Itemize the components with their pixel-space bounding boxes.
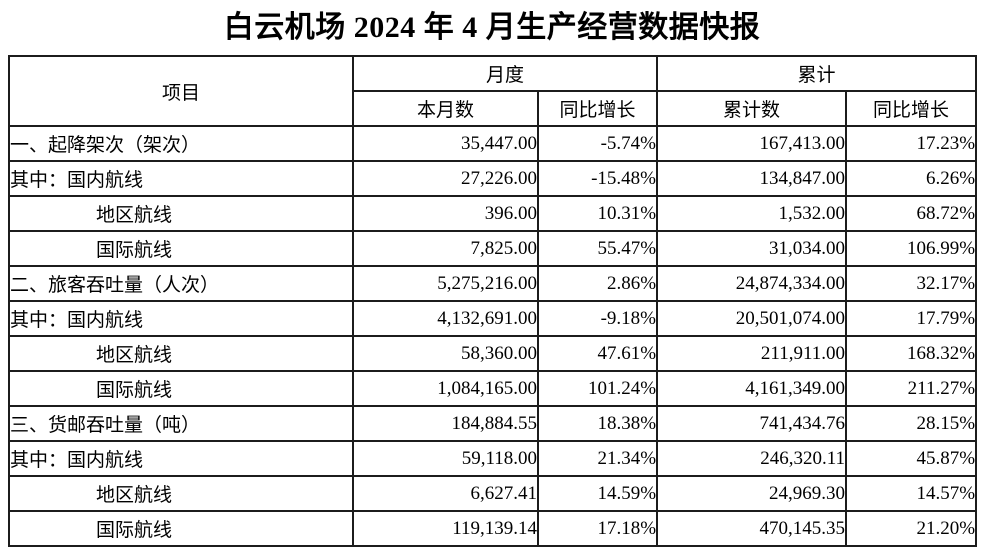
header-monthly-yoy: 同比增长 (536, 90, 659, 127)
monthly-yoy-cell: 47.61% (536, 335, 659, 372)
item-cell: 国际航线 (8, 370, 354, 407)
cumulative-yoy-cell: 6.26% (845, 160, 978, 197)
table-row: 三、货邮吞吐量（吨） 184,884.55 18.38% 741,434.76 … (8, 405, 978, 442)
header-monthly-value: 本月数 (352, 90, 539, 127)
cumulative-yoy-cell: 106.99% (845, 230, 978, 267)
cumulative-value-cell: 24,969.30 (656, 475, 848, 512)
monthly-value-cell: 1,084,165.00 (352, 370, 539, 407)
monthly-yoy-cell: 21.34% (536, 440, 659, 477)
item-cell: 一、起降架次（架次） (8, 125, 354, 162)
monthly-value-cell: 7,825.00 (352, 230, 539, 267)
table-row: 其中：国内航线 4,132,691.00 -9.18% 20,501,074.0… (8, 300, 978, 337)
cumulative-yoy-cell: 32.17% (845, 265, 978, 302)
cumulative-yoy-cell: 45.87% (845, 440, 978, 477)
cumulative-value-cell: 24,874,334.00 (656, 265, 848, 302)
monthly-value-cell: 58,360.00 (352, 335, 539, 372)
cumulative-yoy-cell: 28.15% (845, 405, 978, 442)
report-table: 项目 月度 累计 本月数 同比增长 累计数 同比增长 一、起降架次（架次） 35… (8, 55, 978, 547)
monthly-value-cell: 59,118.00 (352, 440, 539, 477)
cumulative-yoy-cell: 168.32% (845, 335, 978, 372)
cumulative-value-cell: 1,532.00 (656, 195, 848, 232)
monthly-value-cell: 5,275,216.00 (352, 265, 539, 302)
cumulative-yoy-cell: 17.23% (845, 125, 978, 162)
monthly-yoy-cell: 55.47% (536, 230, 659, 267)
monthly-value-cell: 27,226.00 (352, 160, 539, 197)
cumulative-value-cell: 4,161,349.00 (656, 370, 848, 407)
item-cell: 三、货邮吞吐量（吨） (8, 405, 354, 442)
cumulative-value-cell: 470,145.35 (656, 510, 848, 547)
monthly-yoy-cell: 14.59% (536, 475, 659, 512)
cumulative-value-cell: 246,320.11 (656, 440, 848, 477)
table-row: 国际航线 7,825.00 55.47% 31,034.00 106.99% (8, 230, 978, 267)
monthly-yoy-cell: 10.31% (536, 195, 659, 232)
table-row: 地区航线 6,627.41 14.59% 24,969.30 14.57% (8, 475, 978, 512)
table-row: 国际航线 119,139.14 17.18% 470,145.35 21.20% (8, 510, 978, 547)
table-row: 地区航线 396.00 10.31% 1,532.00 68.72% (8, 195, 978, 232)
item-cell: 地区航线 (8, 475, 354, 512)
monthly-yoy-cell: 2.86% (536, 265, 659, 302)
table-row: 一、起降架次（架次） 35,447.00 -5.74% 167,413.00 1… (8, 125, 978, 162)
table-row: 国际航线 1,084,165.00 101.24% 4,161,349.00 2… (8, 370, 978, 407)
item-cell: 地区航线 (8, 195, 354, 232)
cumulative-value-cell: 20,501,074.00 (656, 300, 848, 337)
cumulative-value-cell: 134,847.00 (656, 160, 848, 197)
monthly-yoy-cell: -9.18% (536, 300, 659, 337)
header-item: 项目 (8, 55, 354, 127)
item-cell: 二、旅客吞吐量（人次） (8, 265, 354, 302)
cumulative-value-cell: 741,434.76 (656, 405, 848, 442)
item-cell: 其中：国内航线 (8, 440, 354, 477)
item-cell: 其中：国内航线 (8, 300, 354, 337)
table-row: 其中：国内航线 27,226.00 -15.48% 134,847.00 6.2… (8, 160, 978, 197)
monthly-value-cell: 396.00 (352, 195, 539, 232)
cumulative-value-cell: 211,911.00 (656, 335, 848, 372)
header-cumulative-value: 累计数 (656, 90, 848, 127)
cumulative-value-cell: 167,413.00 (656, 125, 848, 162)
monthly-yoy-cell: 17.18% (536, 510, 659, 547)
monthly-yoy-cell: 101.24% (536, 370, 659, 407)
monthly-value-cell: 6,627.41 (352, 475, 539, 512)
item-cell: 地区航线 (8, 335, 354, 372)
monthly-yoy-cell: 18.38% (536, 405, 659, 442)
table-row: 二、旅客吞吐量（人次） 5,275,216.00 2.86% 24,874,33… (8, 265, 978, 302)
page-title: 白云机场 2024 年 4 月生产经营数据快报 (223, 11, 761, 44)
header-sub-row: 本月数 同比增长 累计数 同比增长 (9, 90, 978, 127)
cumulative-value-cell: 31,034.00 (656, 230, 848, 267)
cumulative-yoy-cell: 14.57% (845, 475, 978, 512)
item-cell: 其中：国内航线 (8, 160, 354, 197)
monthly-yoy-cell: -5.74% (536, 125, 659, 162)
header-cumulative-yoy: 同比增长 (845, 90, 978, 127)
table-row: 地区航线 58,360.00 47.61% 211,911.00 168.32% (8, 335, 978, 372)
header-monthly-group: 月度 (351, 55, 659, 92)
item-cell: 国际航线 (8, 510, 354, 547)
monthly-value-cell: 4,132,691.00 (352, 300, 539, 337)
monthly-yoy-cell: -15.48% (536, 160, 659, 197)
table-header: 项目 月度 累计 本月数 同比增长 累计数 同比增长 (8, 55, 978, 127)
monthly-value-cell: 184,884.55 (352, 405, 539, 442)
cumulative-yoy-cell: 211.27% (845, 370, 978, 407)
monthly-value-cell: 119,139.14 (352, 510, 539, 547)
item-cell: 国际航线 (8, 230, 354, 267)
cumulative-yoy-cell: 17.79% (845, 300, 978, 337)
cumulative-yoy-cell: 21.20% (845, 510, 978, 547)
header-group-row: 项目 月度 累计 (8, 55, 978, 127)
monthly-value-cell: 35,447.00 (352, 125, 539, 162)
header-cumulative-group: 累计 (656, 55, 978, 92)
cumulative-yoy-cell: 68.72% (845, 195, 978, 232)
table-row: 其中：国内航线 59,118.00 21.34% 246,320.11 45.8… (8, 440, 978, 477)
table-body: 一、起降架次（架次） 35,447.00 -5.74% 167,413.00 1… (8, 125, 978, 547)
